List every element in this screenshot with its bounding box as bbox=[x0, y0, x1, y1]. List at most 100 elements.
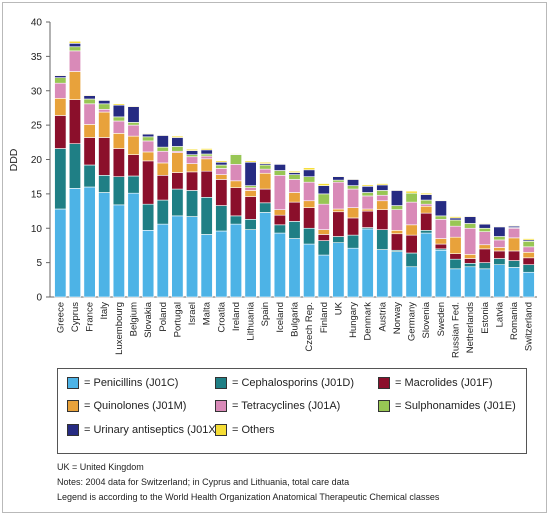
bar-segment bbox=[464, 223, 477, 229]
bar-segment bbox=[405, 252, 418, 268]
bar-segment bbox=[171, 215, 184, 298]
bar-segment bbox=[449, 253, 462, 260]
bar-segment bbox=[156, 199, 169, 225]
bar-segment bbox=[98, 99, 111, 101]
bar-segment bbox=[68, 99, 81, 144]
bar-segment bbox=[215, 160, 228, 163]
bar-segment bbox=[98, 137, 111, 176]
bar-stack bbox=[156, 134, 169, 298]
bar-segment bbox=[112, 120, 125, 134]
bar-segment bbox=[464, 266, 477, 298]
bar-segment bbox=[434, 243, 447, 250]
bar-stack bbox=[332, 175, 345, 298]
bar-segment bbox=[317, 240, 330, 256]
bar-segment bbox=[200, 153, 213, 157]
y-tick-label: 10 bbox=[31, 224, 43, 235]
bar-stack bbox=[361, 184, 374, 298]
x-tick-label: Switzerland bbox=[524, 302, 535, 351]
bar-segment bbox=[229, 164, 242, 182]
x-tick-label: Italy bbox=[99, 302, 110, 320]
bar-segment bbox=[142, 140, 155, 153]
bar-segment bbox=[259, 172, 272, 190]
bar-segment bbox=[54, 98, 67, 116]
bar-segment bbox=[273, 163, 286, 165]
bar-segment bbox=[522, 264, 535, 273]
legend-swatch bbox=[215, 400, 227, 412]
bar-segment bbox=[142, 136, 155, 142]
x-tick-label: Hungary bbox=[348, 302, 359, 338]
bar-segment bbox=[493, 236, 506, 241]
bar-segment bbox=[127, 135, 140, 155]
bar-segment bbox=[259, 202, 272, 213]
bar-stack bbox=[288, 170, 301, 298]
bar-segment bbox=[229, 154, 242, 165]
bar-segment bbox=[127, 122, 140, 126]
bar-segment bbox=[112, 116, 125, 122]
bar-segment bbox=[332, 176, 345, 181]
x-tick-label: Slovenia bbox=[421, 301, 432, 338]
bar-segment bbox=[478, 223, 491, 225]
bar-segment bbox=[54, 77, 67, 84]
bar-segment bbox=[83, 186, 96, 298]
bar-segment bbox=[361, 228, 374, 298]
y-tick-label: 20 bbox=[31, 155, 43, 166]
bar-segment bbox=[68, 143, 81, 189]
bar-segment bbox=[171, 172, 184, 190]
bar-segment bbox=[434, 199, 447, 202]
bar-segment bbox=[508, 250, 521, 261]
bar-segment bbox=[522, 238, 535, 241]
bar-segment bbox=[522, 252, 535, 259]
bar-segment bbox=[420, 194, 433, 201]
bar-segment bbox=[420, 192, 433, 195]
y-axis-label: DDD bbox=[8, 148, 20, 171]
x-tick-label: Austria bbox=[377, 301, 388, 331]
bar-segment bbox=[186, 150, 199, 155]
x-tick-label: Poland bbox=[158, 302, 169, 332]
bar-stack bbox=[200, 148, 213, 298]
bar-segment bbox=[390, 189, 403, 191]
x-tick-label: Belgium bbox=[129, 302, 140, 336]
legend-label: = Sulphonamides (J01E) bbox=[395, 400, 516, 412]
x-tick-label: Estonia bbox=[480, 301, 491, 333]
bar-segment bbox=[186, 148, 199, 151]
bar-segment bbox=[303, 169, 316, 177]
bar-segment bbox=[493, 226, 506, 237]
bar-segment bbox=[54, 74, 67, 76]
bar-segment bbox=[171, 188, 184, 217]
bar-stack bbox=[244, 160, 257, 298]
x-tick-label: France bbox=[85, 302, 96, 332]
bar-segment bbox=[200, 170, 213, 198]
bar-segment bbox=[186, 171, 199, 191]
bar-segment bbox=[434, 249, 447, 298]
bar-segment bbox=[259, 212, 272, 298]
bar-stack bbox=[229, 153, 242, 298]
bar-stack bbox=[508, 225, 521, 298]
x-tick-label: Luxembourg bbox=[114, 302, 125, 355]
bar-segment bbox=[54, 82, 67, 99]
bar-segment bbox=[493, 225, 506, 228]
x-tick-label: Spain bbox=[260, 302, 271, 326]
bar-segment bbox=[68, 40, 81, 44]
legend-label: = Quinolones (J01M) bbox=[84, 400, 187, 412]
bar-segment bbox=[200, 148, 213, 151]
bar-segment bbox=[273, 232, 286, 298]
bar-segment bbox=[244, 190, 257, 197]
bar-segment bbox=[361, 210, 374, 228]
bar-segment bbox=[464, 258, 477, 264]
bar-segment bbox=[405, 192, 418, 203]
bar-segment bbox=[273, 224, 286, 234]
bar-segment bbox=[303, 181, 316, 202]
bar-segment bbox=[215, 164, 228, 169]
bar-segment bbox=[376, 183, 389, 186]
bar-stack bbox=[54, 74, 67, 298]
x-tick-label: UK bbox=[333, 301, 344, 315]
legend-swatch bbox=[378, 400, 390, 412]
x-tick-label: Norway bbox=[392, 302, 403, 334]
bar-segment bbox=[493, 258, 506, 265]
bar-segment bbox=[478, 268, 491, 298]
bar-segment bbox=[347, 178, 360, 180]
bar-segment bbox=[288, 179, 301, 193]
bar-segment bbox=[449, 219, 462, 227]
bar-segment bbox=[478, 231, 491, 246]
bar-segment bbox=[317, 185, 330, 195]
